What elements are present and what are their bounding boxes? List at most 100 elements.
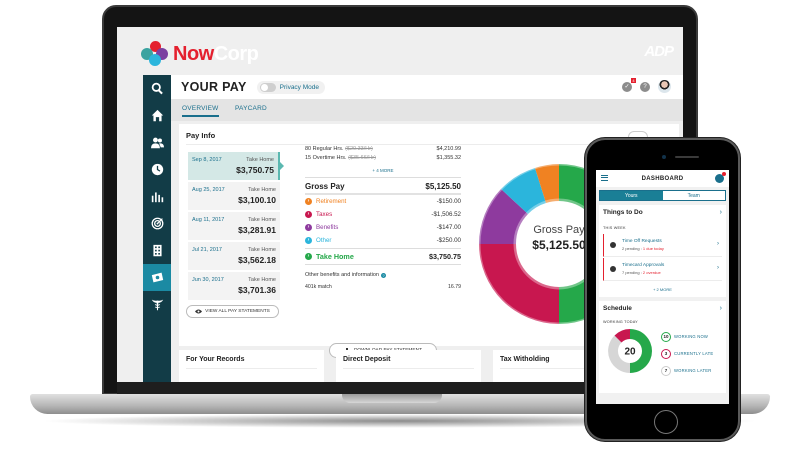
tab-bar: OVERVIEW PAYCARD	[171, 99, 683, 121]
legend-label: CURRENTLY LATE	[674, 351, 714, 356]
bar-chart-icon	[151, 192, 163, 203]
statement-amount: $3,750.75	[236, 165, 274, 175]
sidebar-item-people[interactable]	[143, 129, 171, 156]
earning-rate: ($20.33/Hr)	[345, 146, 373, 152]
clock-icon	[151, 163, 163, 176]
legend-label: WORKING LATER	[674, 368, 712, 373]
building-icon	[152, 244, 162, 257]
airplane-icon	[610, 242, 616, 248]
chevron-right-icon: ›	[305, 253, 312, 260]
help-icon: ?	[643, 83, 647, 90]
info-icon[interactable]: ?	[381, 272, 386, 278]
deduction-label: Other	[316, 237, 332, 244]
segment-yours[interactable]: Yours	[600, 191, 663, 200]
task-name: Time Off Requests	[622, 239, 662, 244]
legend-currently-late[interactable]: 3 CURRENTLY LATE	[661, 345, 713, 362]
pay-statement-item[interactable]: Jul 21, 2017 Take Home $3,562.18	[188, 242, 280, 270]
deduction-amount: -$1,506.52	[431, 211, 461, 218]
target-icon	[151, 217, 163, 230]
check-icon: ✓	[624, 83, 630, 90]
sidebar-item-time[interactable]	[143, 156, 171, 183]
statement-label: Take Home	[248, 217, 276, 223]
tab-overview[interactable]: OVERVIEW	[182, 105, 219, 117]
statement-label: Take Home	[248, 277, 276, 283]
task-name: Timecard Approvals	[622, 263, 665, 268]
statement-label: Take Home	[248, 247, 276, 253]
legend-working-later[interactable]: 7 WORKING LATER	[661, 362, 713, 379]
pay-statement-item[interactable]: Sep 8, 2017 Take Home $3,750.75	[188, 152, 284, 180]
count-badge: 10	[661, 331, 671, 342]
hamburger-menu-icon[interactable]	[601, 175, 608, 181]
chevron-right-icon[interactable]: ›	[719, 209, 722, 216]
legend-working-now[interactable]: 10 WORKING NOW	[661, 328, 713, 345]
pay-breakdown: 80 Regular Hrs. ($20.33/Hr) $4,210.99 15…	[305, 146, 461, 290]
match-amount: 16.79	[448, 284, 461, 290]
statement-date: Jun 30, 2017	[192, 277, 224, 283]
donut-center-value: $5,125.50	[532, 238, 586, 252]
more-tasks-link[interactable]: + 2 MORE	[653, 287, 672, 292]
deduction-row-other[interactable]: › Other -$250.00	[305, 234, 461, 247]
sidebar-nav	[143, 75, 171, 382]
sidebar-item-company[interactable]	[143, 237, 171, 264]
statement-amount: $3,281.91	[238, 225, 276, 235]
card-title: Tax Witholding	[500, 356, 550, 363]
match-label: 401k match	[305, 284, 332, 290]
chevron-right-icon: ›	[717, 241, 719, 247]
sidebar-item-home[interactable]	[143, 102, 171, 129]
user-avatar[interactable]	[658, 80, 671, 93]
chevron-right-icon[interactable]: ›	[719, 305, 722, 312]
deduction-label: Taxes	[316, 211, 333, 218]
chevron-right-icon: ›	[305, 198, 312, 205]
segment-team[interactable]: Team	[687, 192, 700, 199]
home-icon	[151, 109, 163, 122]
sidebar-item-search[interactable]	[143, 75, 171, 102]
sidebar-item-reports[interactable]	[143, 183, 171, 210]
eye-icon	[195, 309, 203, 314]
gross-pay-row: Gross Pay $5,125.50	[305, 177, 461, 195]
statement-amount: $3,562.18	[238, 255, 276, 265]
deduction-row-benefits[interactable]: › Benefits -$147.00	[305, 221, 461, 234]
pay-statement-item[interactable]: Aug 11, 2017 Take Home $3,281.91	[188, 212, 280, 240]
pay-statement-item[interactable]: Aug 25, 2017 Take Home $3,100.10	[188, 182, 280, 210]
other-benefits-label: Other benefits and information	[305, 272, 379, 278]
deduction-row-retirement[interactable]: › Retirement -$150.00	[305, 195, 461, 208]
more-earnings-link[interactable]: + 4 MORE	[372, 168, 394, 173]
for-your-records-card[interactable]: For Your Records	[179, 350, 324, 382]
deduction-row-taxes[interactable]: › Taxes -$1,506.52	[305, 208, 461, 221]
toggle-switch[interactable]	[259, 82, 276, 92]
take-home-label: Take Home	[316, 252, 354, 261]
sidebar-item-pay[interactable]	[143, 264, 171, 291]
phone-title: DASHBOARD	[641, 175, 684, 182]
donut-center-label: Gross Pay	[533, 224, 585, 236]
people-icon	[150, 137, 164, 149]
tab-paycard[interactable]: PAYCARD	[235, 105, 267, 112]
gross-pay-amount: $5,125.50	[425, 182, 461, 191]
card-title: Pay Info	[186, 131, 216, 140]
pay-statement-item[interactable]: Jun 30, 2017 Take Home $3,701.36	[188, 272, 280, 300]
notifications-icon[interactable]	[715, 174, 724, 183]
privacy-mode-label: Privacy Mode	[279, 83, 319, 91]
view-all-pay-statements-button[interactable]: VIEW ALL PAY STATEMENTS	[186, 305, 279, 318]
brand-logo[interactable]: NowCorp	[141, 41, 259, 67]
logo-icon	[141, 41, 171, 67]
privacy-mode-toggle[interactable]: Privacy Mode	[256, 80, 325, 94]
schedule-total: 20	[624, 347, 636, 358]
task-item[interactable]: Timecard Approvals 7 pending : 2 overdue…	[603, 258, 722, 281]
earning-amount: $1,355.32	[436, 155, 461, 161]
task-meta: 2 pending : 1 due today	[622, 246, 664, 251]
help-button[interactable]: ?	[640, 81, 650, 92]
sidebar-item-benefits[interactable]	[143, 291, 171, 318]
adp-logo: ADP	[644, 43, 674, 60]
header-actions: ✓ 4 ?	[622, 77, 671, 93]
sidebar-item-goals[interactable]	[143, 210, 171, 237]
phone-home-button[interactable]	[654, 410, 678, 434]
statement-date: Jul 21, 2017	[192, 247, 222, 253]
laptop-notch	[342, 394, 442, 403]
laptop-shadow	[40, 414, 760, 428]
take-home-row[interactable]: › Take Home $3,750.75	[305, 248, 461, 265]
statement-label: Take Home	[248, 187, 276, 193]
direct-deposit-card[interactable]: Direct Deposit	[336, 350, 481, 382]
notifications-button[interactable]: ✓ 4	[622, 77, 636, 92]
task-item[interactable]: Time Off Requests 2 pending : 1 due toda…	[603, 234, 722, 257]
section-label: WORKING TODAY	[603, 320, 638, 324]
